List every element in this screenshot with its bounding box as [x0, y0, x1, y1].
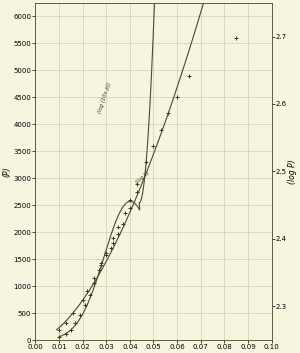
- Y-axis label: (P): (P): [3, 166, 12, 177]
- Text: (log (10x p)): (log (10x p)): [97, 82, 112, 114]
- Y-axis label: (log P): (log P): [288, 159, 297, 184]
- Text: (log k): (log k): [134, 170, 150, 185]
